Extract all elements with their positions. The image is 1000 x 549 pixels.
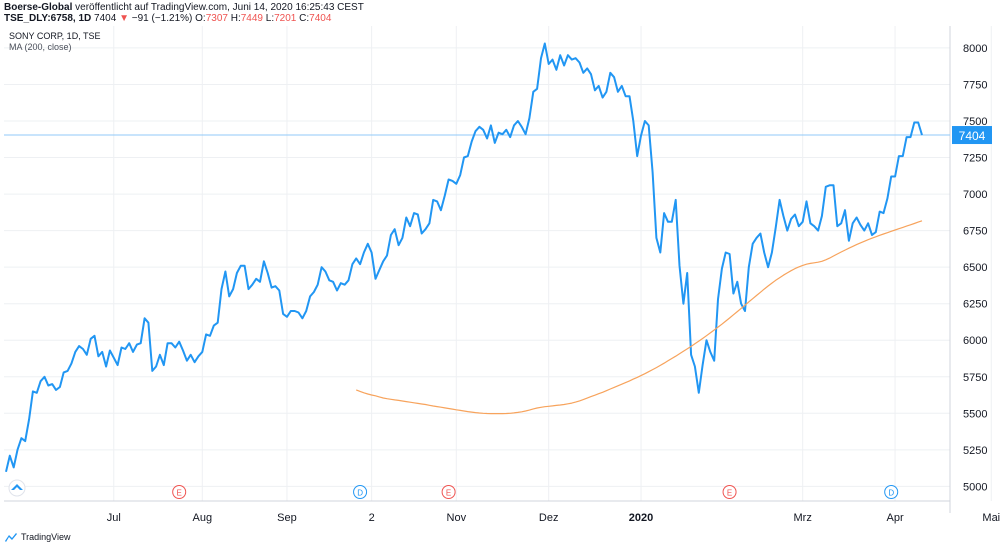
series-legend[interactable]: SONY CORP, 1D, TSE [9, 31, 101, 41]
low-label: L: [265, 13, 275, 24]
chart-menu-button [8, 479, 26, 497]
publish-line: Boerse-Global veröffentlicht auf Trading… [4, 2, 364, 14]
y-tick-label: 6750 [963, 226, 987, 238]
last-price-badge [952, 126, 992, 145]
symbol-line: TSE_DLY:6758, 1D 7404 ▼ −91 (−1.21%) O:7… [4, 13, 331, 25]
indicator-legend[interactable]: MA (200, close) [9, 42, 72, 52]
y-tick-label: 6250 [963, 299, 987, 311]
earnings-marker [441, 485, 456, 499]
x-tick-label: Jul [107, 512, 121, 524]
published-text: veröffentlicht auf TradingView.com, Juni… [75, 2, 364, 13]
last-price-label: 7404 [959, 129, 986, 143]
x-tick-label: Mrz [794, 512, 812, 524]
tradingview-footer[interactable]: TradingView [4, 532, 71, 542]
y-tick-label: 5000 [963, 481, 987, 493]
event-marker-label: E [446, 489, 451, 498]
x-tick-label: Aug [192, 512, 212, 524]
tradingview-logo-icon [5, 533, 17, 542]
high-label: H: [230, 13, 241, 24]
last-price: 7404 [94, 13, 117, 24]
x-tick-label: Apr [886, 512, 903, 524]
y-tick-label: 6000 [963, 335, 987, 347]
x-tick-label: Mai [982, 512, 1000, 524]
open-label: O: [195, 13, 206, 24]
plot-area [4, 26, 950, 501]
dividend-marker [353, 485, 368, 499]
price-change: −91 (−1.21%) [131, 13, 193, 24]
event-marker-label: E [727, 489, 732, 498]
down-arrow-icon: ▼ [119, 13, 129, 24]
y-tick-label: 8000 [963, 43, 987, 55]
price-series-line [5, 42, 923, 473]
y-tick-label: 7250 [963, 153, 987, 165]
y-tick-label: 5500 [963, 408, 987, 420]
high-value: 7449 [240, 13, 263, 24]
event-marker-label: D [357, 489, 363, 498]
x-tick-label: 2020 [629, 512, 653, 524]
y-tick-label: 7000 [963, 189, 987, 201]
close-value: 7404 [309, 13, 332, 24]
x-tick-label: 2 [369, 512, 375, 524]
y-tick-label: 7500 [963, 116, 987, 128]
x-tick-label: Dez [539, 512, 559, 524]
y-tick-label: 6500 [963, 262, 987, 274]
low-value: 7201 [274, 13, 297, 24]
dividend-marker [884, 485, 899, 499]
publisher-name: Boerse-Global [4, 2, 73, 13]
chart-menu-icon [11, 484, 23, 490]
close-label: C: [299, 13, 310, 24]
x-tick-label: Sep [277, 512, 297, 524]
earnings-marker [722, 485, 737, 499]
y-tick-label: 5250 [963, 445, 987, 457]
ma-series-line [355, 220, 923, 415]
event-marker-label: D [888, 489, 894, 498]
y-tick-label: 5750 [963, 372, 987, 384]
event-marker-label: E [177, 489, 182, 498]
open-value: 7307 [205, 13, 228, 24]
earnings-marker [172, 485, 187, 499]
tradingview-brand: TradingView [21, 532, 71, 542]
y-tick-label: 7750 [963, 79, 987, 91]
x-tick-label: Nov [447, 512, 467, 524]
symbol-label: TSE_DLY:6758, 1D [4, 13, 92, 24]
